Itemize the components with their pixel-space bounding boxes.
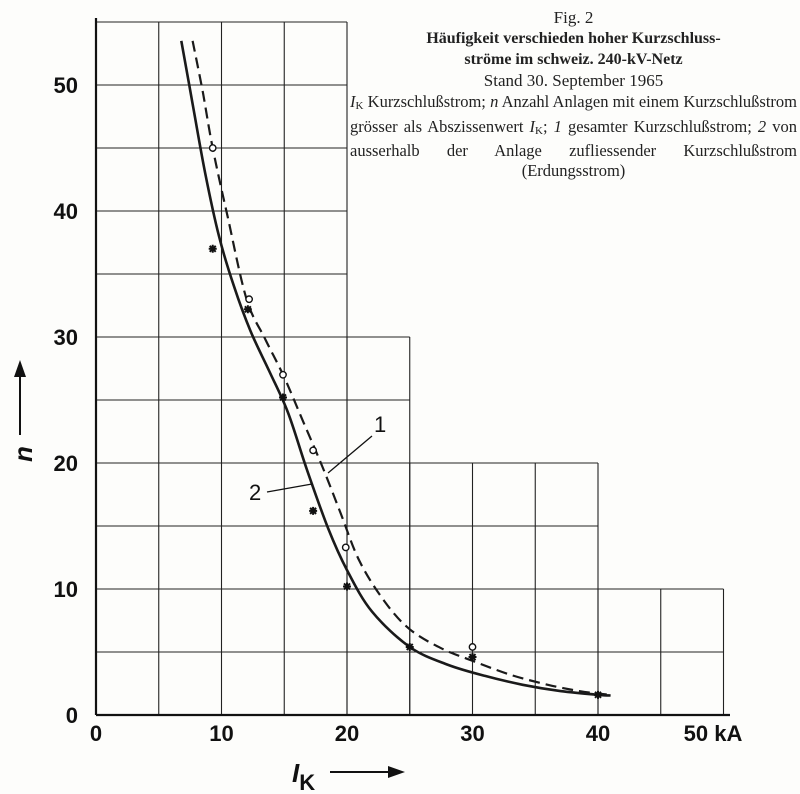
series-1-point [279, 370, 287, 379]
caption-date: Stand 30. September 1965 [483, 71, 664, 90]
figure-caption: Fig. 2 Häufigkeit verschieden hoher Kurz… [350, 8, 797, 180]
series-2-line [180, 40, 611, 697]
x-tick-label: 20 [335, 721, 359, 746]
y-tick-label: 0 [66, 703, 78, 728]
y-tick-label: 30 [54, 325, 78, 350]
curve-label-1-leader [327, 435, 373, 474]
y-axis-arrow [14, 360, 26, 435]
series-2-point [343, 582, 351, 591]
y-tick-label: 20 [54, 451, 78, 476]
curve-label-2-leader [266, 483, 313, 493]
series-2-point [309, 506, 318, 515]
curve-1-ref: 1 [553, 116, 562, 136]
series-2-point [468, 653, 477, 662]
series-1-point [245, 295, 254, 304]
series-1-point [341, 543, 350, 552]
y-axis-label: n [8, 446, 38, 462]
x-unit-label: 50 kA [684, 721, 743, 746]
x-tick-label: 0 [90, 721, 102, 746]
ik-symbol-2: I [529, 116, 536, 136]
desc-text-4: gesamter Kurzschlußstrom; [561, 116, 758, 136]
curve-labels: 12 [249, 412, 386, 505]
n-symbol: n [490, 92, 499, 111]
series-1-point [468, 643, 477, 651]
x-tick-label: 40 [586, 721, 610, 746]
series-2-point [208, 244, 217, 253]
caption-title-line-2: ströme im schweiz. 240-kV-Netz [464, 51, 683, 68]
desc-text-3: ; [542, 116, 554, 136]
series [180, 40, 611, 699]
desc-text-2: Anzahl Anlagen mit einem Kurzschlußstrom… [350, 92, 797, 136]
caption-title-line-1: Häufigkeit verschieden hoher Kurzschluss… [426, 30, 721, 47]
ik-subscript: K [355, 100, 364, 112]
curve-2-ref: 2 [757, 116, 767, 136]
series-1-line [191, 40, 611, 696]
x-axis-arrow [330, 766, 405, 778]
caption-description: IK Kurzschlußstrom; n Anzahl Anlagen mit… [350, 92, 797, 180]
curve-label-1: 1 [374, 412, 386, 437]
series-2-point [594, 690, 602, 699]
desc-text-1: Kurzschlußstrom; [363, 92, 491, 111]
y-tick-label: 50 [54, 73, 78, 98]
series-2-point [405, 642, 414, 651]
y-tick-label: 10 [54, 577, 78, 602]
desc-text-5: von ausserhalb der Anlage zufliessender … [350, 116, 797, 180]
tick-labels: 0 10 20 30 40 0 10 20 30 40 50 [54, 73, 611, 746]
x-tick-label: 10 [209, 721, 233, 746]
figure-number: Fig. 2 [553, 8, 594, 27]
series-1-point [309, 446, 318, 455]
series-2-point [278, 393, 287, 402]
series-1-point [208, 144, 217, 152]
y-tick-label: 40 [54, 199, 78, 224]
ik-subscript-2: K [535, 124, 543, 137]
series-2-point [243, 305, 252, 314]
curve-label-2: 2 [249, 480, 261, 505]
ik-symbol: I [350, 92, 356, 111]
x-tick-label: 30 [460, 721, 484, 746]
x-axis-label: IK [292, 758, 315, 794]
